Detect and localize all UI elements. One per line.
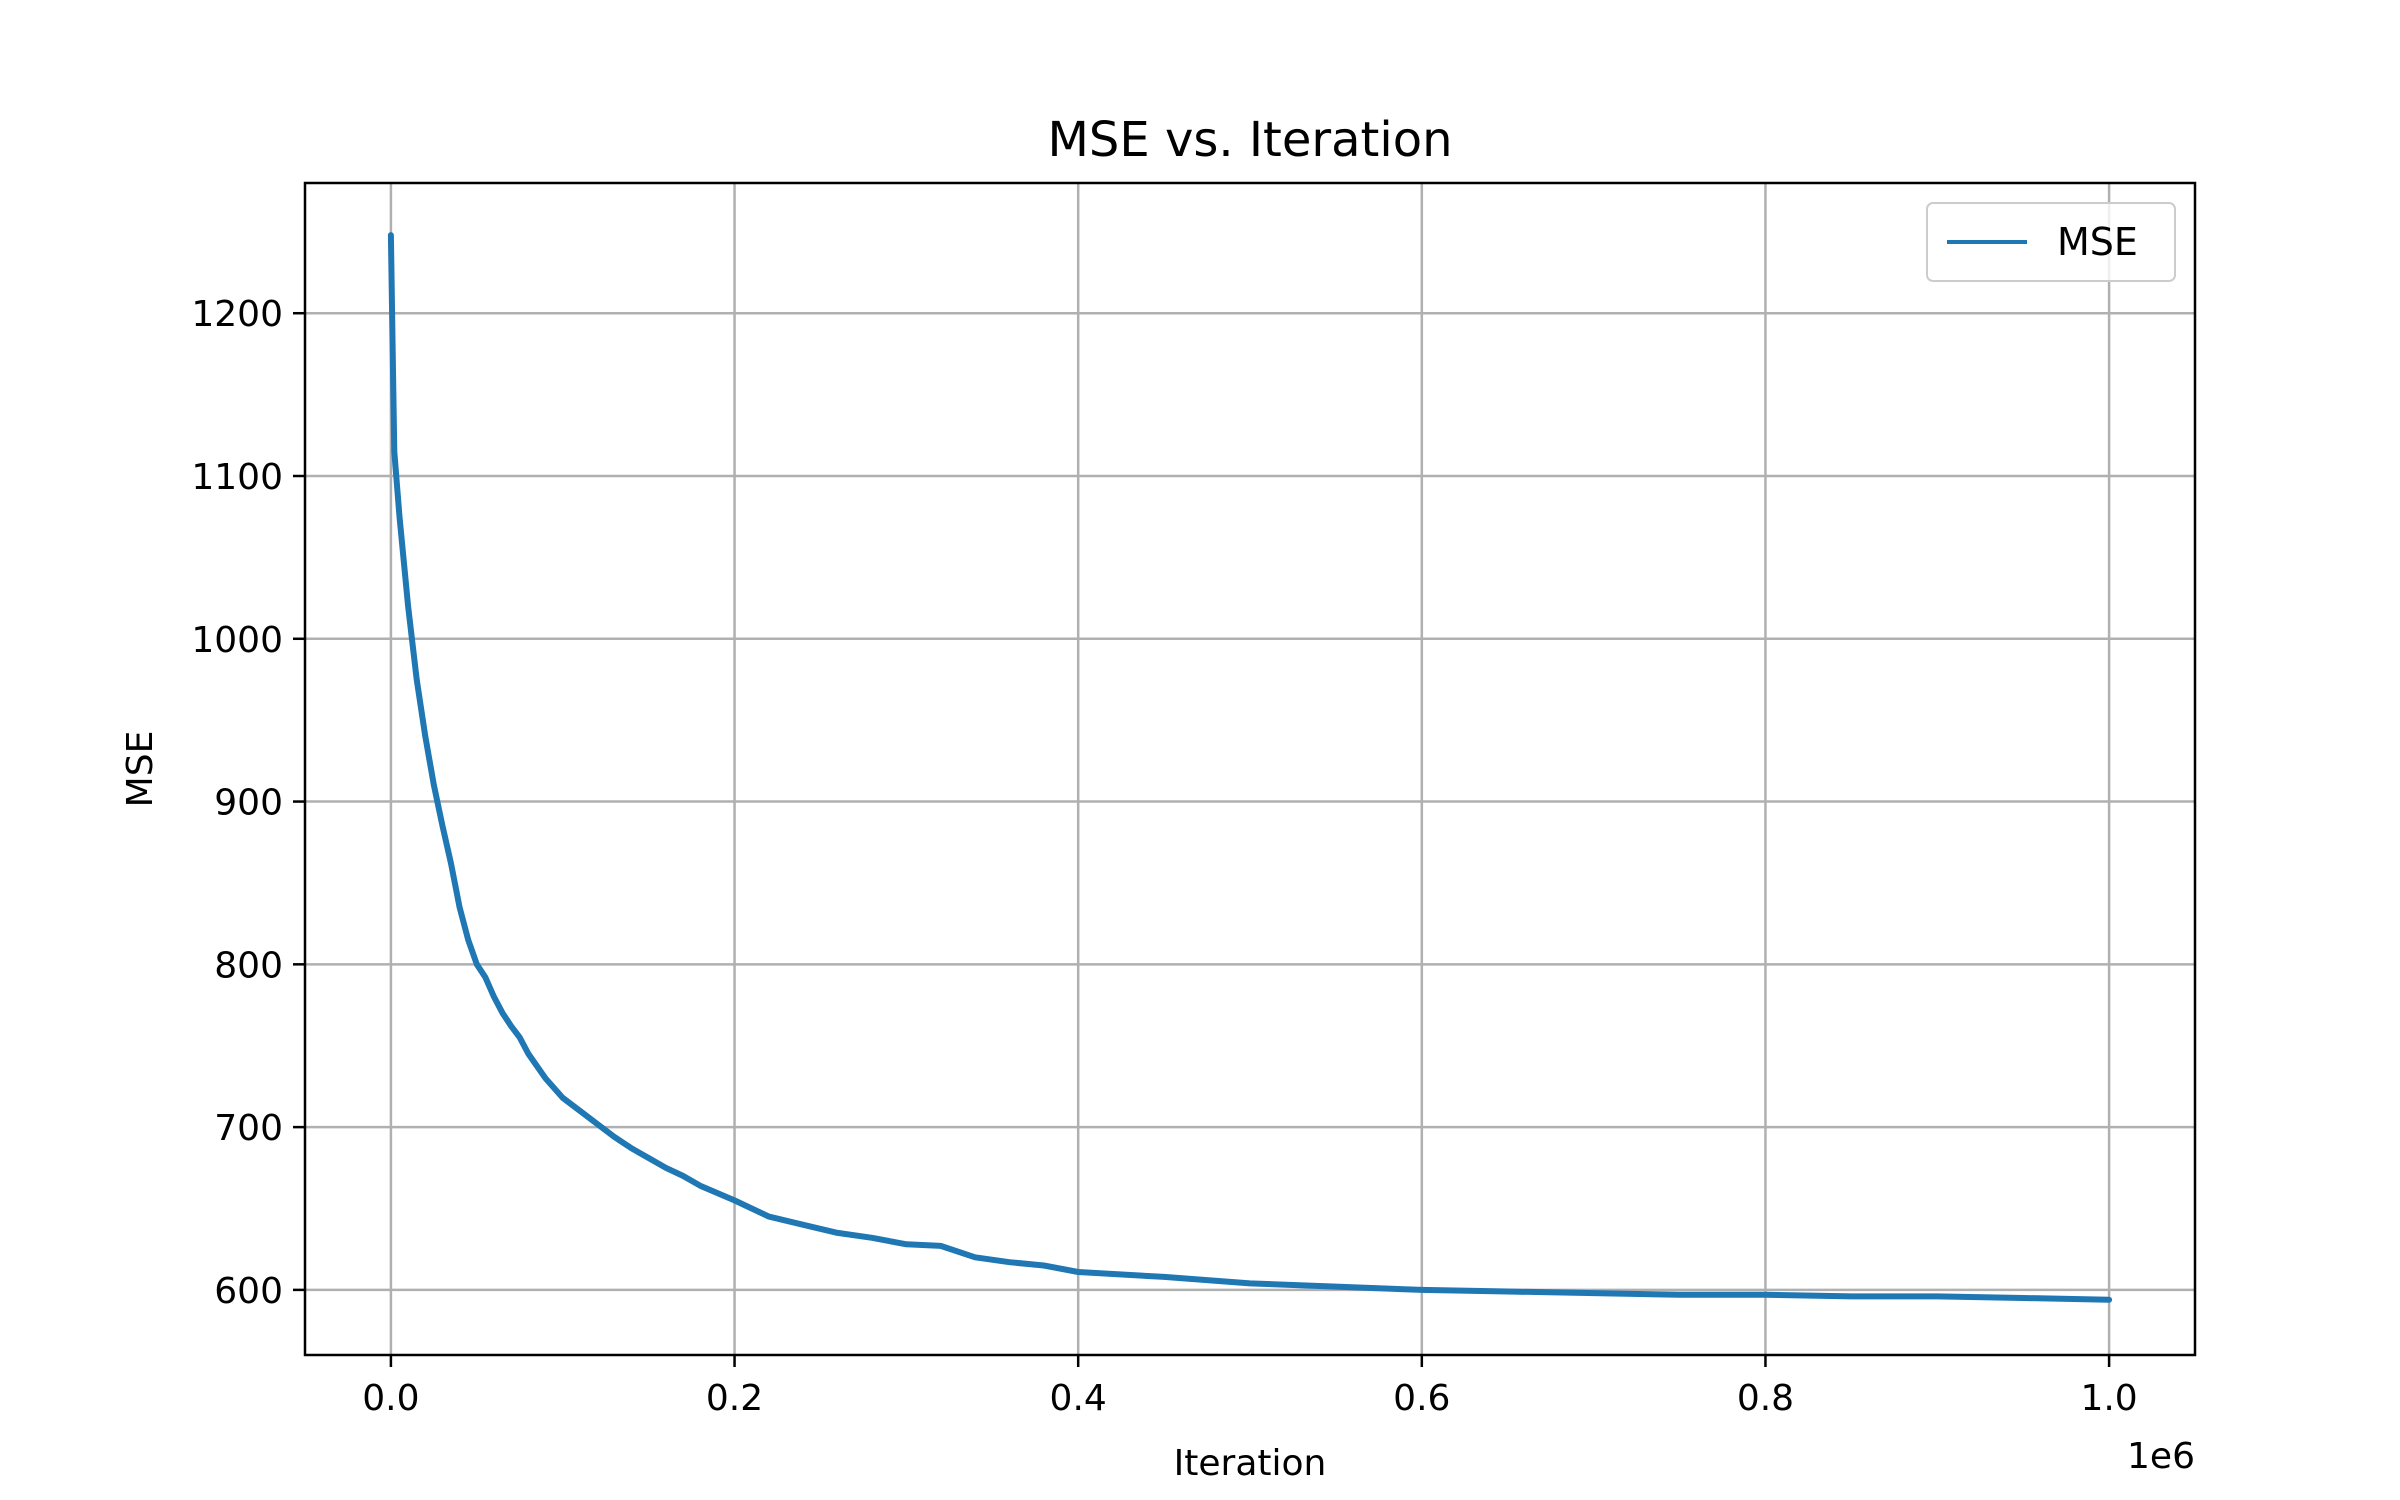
y-axis-label: MSE [120, 731, 161, 808]
y-tick-label: 900 [214, 783, 283, 824]
y-axis-ticks: 600 700 800 900 1000 1100 1200 [191, 294, 305, 1312]
y-tick-label: 600 [214, 1271, 283, 1312]
series-line-mse [387, 232, 2113, 1303]
series-layer [387, 232, 2113, 1303]
y-tick-label: 800 [214, 945, 283, 986]
x-tick-label: 1.0 [2080, 1378, 2137, 1419]
legend-label-mse: MSE [2057, 220, 2138, 264]
y-tick-label: 1000 [191, 620, 283, 661]
x-axis-offset-text: 1e6 [2127, 1436, 2195, 1477]
x-tick-label: 0.0 [362, 1378, 419, 1419]
y-tick-label: 1100 [191, 457, 283, 498]
y-tick-label: 1200 [191, 294, 283, 335]
x-tick-label: 0.4 [1050, 1378, 1107, 1419]
y-tick-label: 700 [214, 1108, 283, 1149]
legend: MSE [1926, 202, 2176, 282]
x-axis-label: Iteration [1174, 1443, 1327, 1484]
x-axis-ticks: 0.0 0.2 0.4 0.6 0.8 1.0 [362, 1355, 2138, 1419]
x-tick-label: 0.8 [1737, 1378, 1794, 1419]
plot-frame [303, 181, 2197, 1357]
x-tick-label: 0.6 [1393, 1378, 1450, 1419]
chart-title: MSE vs. Iteration [1048, 112, 1453, 168]
x-tick-label: 0.2 [706, 1378, 763, 1419]
legend-box [1926, 202, 2176, 282]
